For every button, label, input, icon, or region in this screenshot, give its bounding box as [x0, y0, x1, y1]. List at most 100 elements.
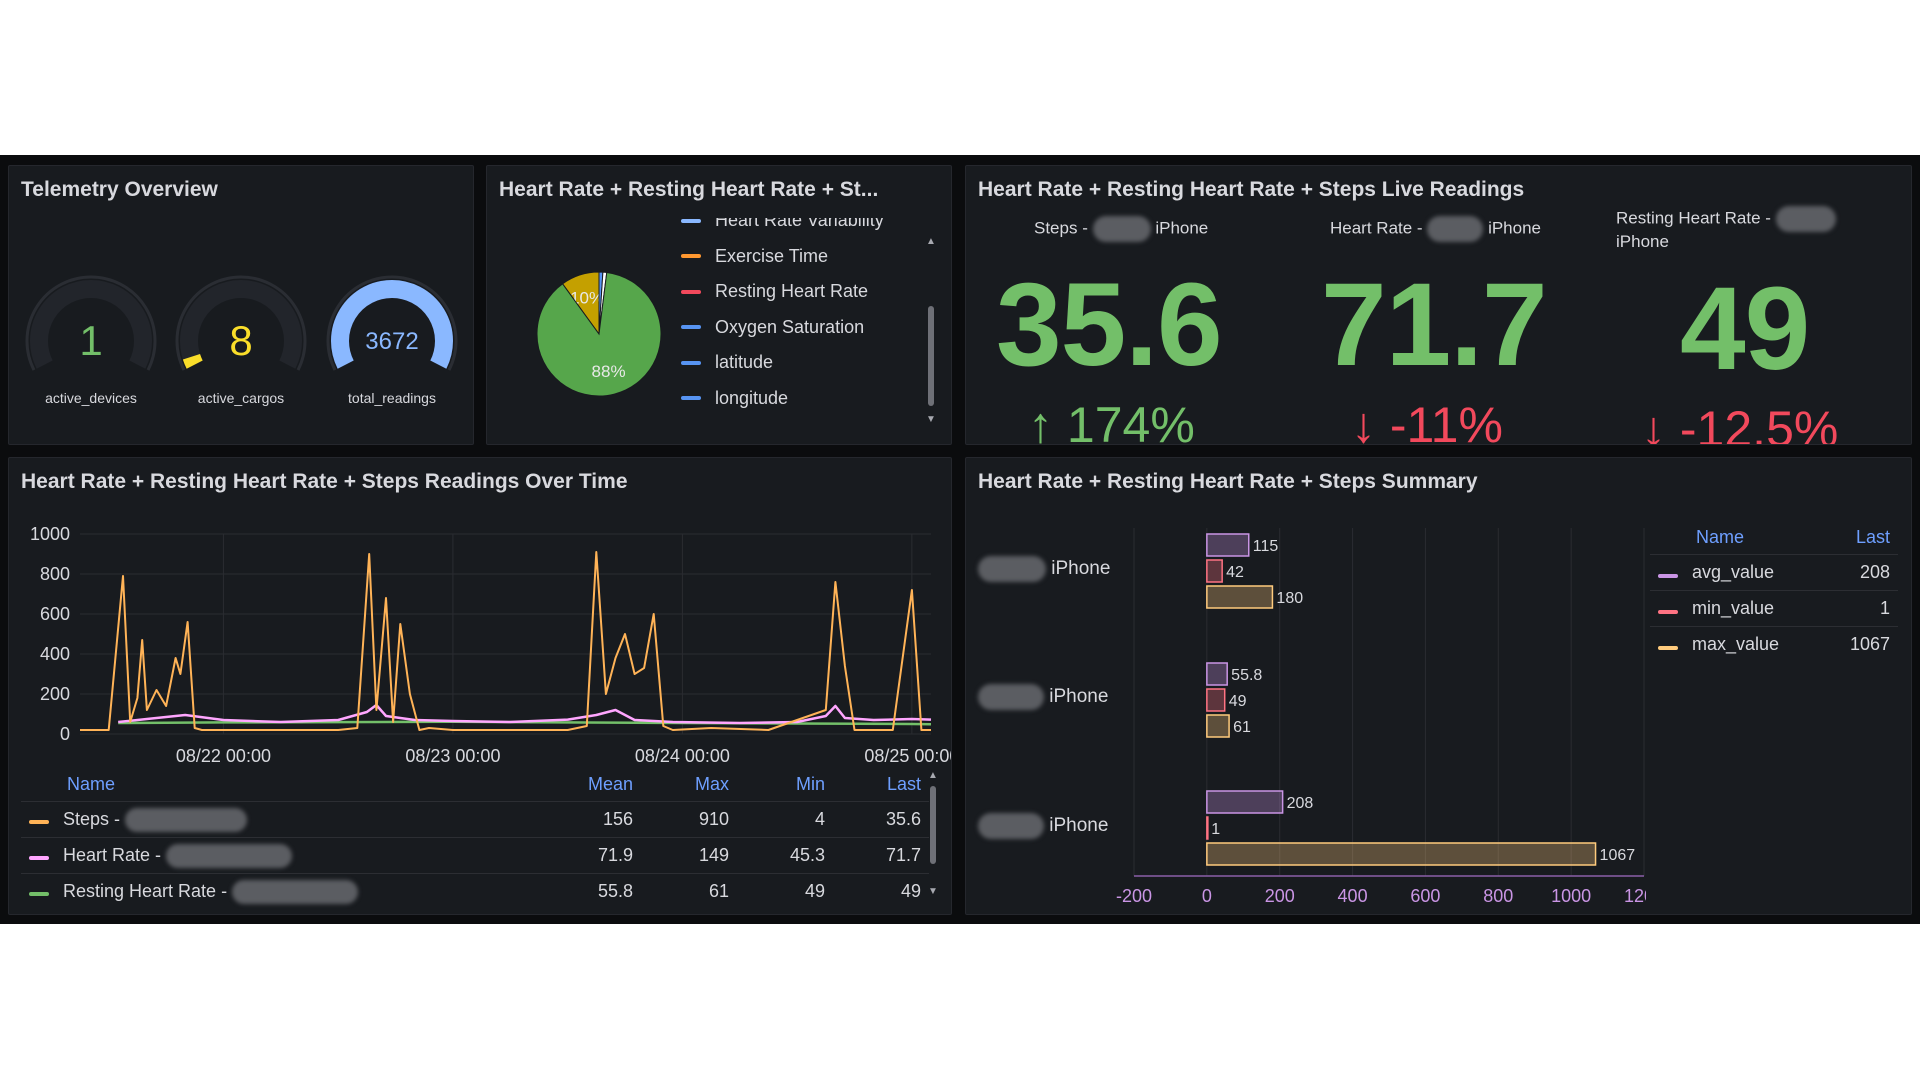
- x-tick-label: 1200: [1624, 886, 1646, 906]
- legend-label: Heart Rate Variability: [715, 218, 884, 230]
- gauges: 1 active_devices 8 active_cargos 3672 total_r…: [25, 275, 458, 406]
- gauge-value: 8: [229, 317, 252, 364]
- pie-legend-item[interactable]: longitude: [681, 388, 788, 409]
- scroll-up-icon[interactable]: ▲: [926, 236, 936, 247]
- readings-over-time-panel[interactable]: Heart Rate + Resting Heart Rate + Steps …: [8, 457, 952, 915]
- series-name[interactable]: avg_value: [1650, 554, 1827, 591]
- col-last-header[interactable]: Last: [1855, 526, 1890, 547]
- x-tick-label: 08/24 00:00: [635, 746, 730, 766]
- summary-bar-chart[interactable]: -200 0 200 400 600 800 1000 1200 115 42 180 55.8 49 6…: [966, 458, 1646, 915]
- time-series-chart[interactable]: 0 200 400 600 800 1000 08/22 00:00 08/23 00:00 0…: [9, 458, 952, 773]
- legend-swatch: [681, 325, 701, 329]
- pie-legend-item[interactable]: Exercise Time: [681, 246, 828, 267]
- gauge-fill: [331, 280, 453, 369]
- pie-slice-label: 88%: [592, 362, 626, 381]
- summary-panel[interactable]: Heart Rate + Resting Heart Rate + Steps …: [965, 457, 1912, 915]
- scrollbar-thumb[interactable]: [930, 786, 936, 864]
- col-min-header[interactable]: Min: [795, 773, 825, 794]
- legend-row[interactable]: Heart Rate - 71.9 149 45.3 71.7: [21, 837, 929, 874]
- gauge-fill: [182, 353, 203, 369]
- gauge-value: 1: [79, 317, 102, 364]
- series-name[interactable]: max_value: [1650, 626, 1827, 662]
- legend-header-row: Name Last: [1650, 520, 1898, 555]
- pie-legend-item[interactable]: Oxygen Saturation: [681, 317, 864, 338]
- legend-row[interactable]: max_value 1067: [1650, 626, 1898, 662]
- series-min: 49: [737, 873, 833, 909]
- dashboard: Telemetry Overview 1 active_devices 8 activ…: [0, 155, 1920, 924]
- legend-row[interactable]: Steps - 156 910 4 35.6: [21, 801, 929, 838]
- bar: [1206, 714, 1230, 738]
- legend-label: latitude: [715, 352, 774, 372]
- bar-group-label: iPhone: [978, 556, 1110, 582]
- panel-title: Heart Rate + Resting Heart Rate + Steps …: [978, 470, 1478, 493]
- time-series-legend-table: Name Mean Max Min Last Steps - 156 910 4…: [21, 767, 929, 909]
- series-min: 45.3: [737, 837, 833, 874]
- pie-legend-item[interactable]: Heart Rate Variability: [681, 218, 884, 231]
- legend-swatch: [681, 254, 701, 258]
- series-line: [80, 551, 931, 731]
- scroll-down-icon[interactable]: ▼: [928, 886, 938, 897]
- redacted-name: [125, 807, 248, 832]
- series-swatch: [1658, 610, 1678, 614]
- bar-value-label: 55.8: [1231, 667, 1262, 684]
- legend-label: Resting Heart Rate: [715, 281, 869, 301]
- stat-label-prefix: Resting Heart Rate -: [1616, 208, 1771, 228]
- pie-slice: [536, 271, 662, 397]
- redacted-name: [232, 879, 359, 904]
- bar: [1206, 662, 1228, 686]
- legend-label: Oxygen Saturation: [715, 316, 865, 337]
- bar-group-label: iPhone: [978, 813, 1108, 839]
- redacted-name: [166, 843, 293, 868]
- gauge-track: [180, 280, 302, 369]
- stat-value-steps: 35.6: [996, 259, 1223, 391]
- legend-scrollbar[interactable]: ▲ ▼: [927, 770, 939, 898]
- arrow-down-icon: ↓: [1351, 397, 1376, 445]
- gauge-label: total_readings: [348, 390, 436, 406]
- series-mean: 156: [545, 801, 641, 838]
- x-tick-label: 200: [1265, 886, 1295, 906]
- y-tick-label: 1000: [30, 524, 70, 544]
- x-tick-label: -200: [1116, 886, 1152, 906]
- pie-legend-scrollbar[interactable]: ▲ ▼: [925, 236, 937, 426]
- y-tick-label: 600: [40, 604, 70, 624]
- stat-label-steps: Steps - iPhone: [1034, 216, 1208, 242]
- stat-label-suffix: iPhone: [1488, 218, 1541, 238]
- series-max: 61: [641, 873, 737, 909]
- scroll-up-icon[interactable]: ▲: [928, 770, 938, 781]
- redacted-name: [978, 813, 1044, 839]
- summary-legend-table: Name Last avg_value 208 min_value 1 max_…: [1650, 520, 1898, 662]
- series-swatch: [29, 892, 49, 897]
- series-last: 208: [1826, 554, 1898, 591]
- redacted-name: [1092, 216, 1151, 242]
- stat-label-prefix: Heart Rate -: [1330, 218, 1423, 238]
- col-mean-header[interactable]: Mean: [587, 773, 633, 794]
- legend-row[interactable]: avg_value 208: [1650, 554, 1898, 591]
- col-max-header[interactable]: Max: [694, 773, 729, 794]
- pie-legend: Heart Rate Variability Exercise Time Resti…: [681, 218, 911, 424]
- telemetry-overview-panel[interactable]: Telemetry Overview 1 active_devices 8 activ…: [8, 165, 474, 445]
- redacted-name: [1775, 206, 1836, 232]
- series-line: [118, 703, 932, 725]
- col-name-header[interactable]: Name: [1696, 526, 1745, 547]
- pie-legend-item[interactable]: latitude: [681, 352, 773, 373]
- scroll-down-icon[interactable]: ▼: [926, 414, 936, 425]
- gauge-track: [30, 280, 152, 369]
- col-name-header[interactable]: Name: [67, 773, 116, 794]
- pie-legend-item[interactable]: Resting Heart Rate: [681, 281, 868, 302]
- col-last-header[interactable]: Last: [886, 773, 921, 794]
- stat-delta-steps: ↑ 174%: [1028, 400, 1195, 444]
- panel-title: Telemetry Overview: [21, 178, 218, 201]
- series-line: [118, 720, 932, 726]
- series-name[interactable]: Steps -: [21, 801, 545, 838]
- pie-chart-panel[interactable]: Heart Rate + Resting Heart Rate + St... …: [486, 165, 952, 445]
- scrollbar-thumb[interactable]: [928, 306, 934, 406]
- series-name[interactable]: min_value: [1650, 590, 1827, 627]
- series-name[interactable]: Heart Rate -: [21, 837, 545, 874]
- legend-row[interactable]: Resting Heart Rate - 55.8 61 49 49: [21, 873, 929, 909]
- series-name[interactable]: Resting Heart Rate -: [21, 873, 545, 909]
- x-tick-label: 08/25 00:00: [864, 746, 952, 766]
- legend-row[interactable]: min_value 1: [1650, 590, 1898, 627]
- series-swatch: [29, 820, 49, 825]
- live-readings-panel[interactable]: Heart Rate + Resting Heart Rate + Steps …: [965, 165, 1912, 445]
- series-last: 1: [1826, 590, 1898, 627]
